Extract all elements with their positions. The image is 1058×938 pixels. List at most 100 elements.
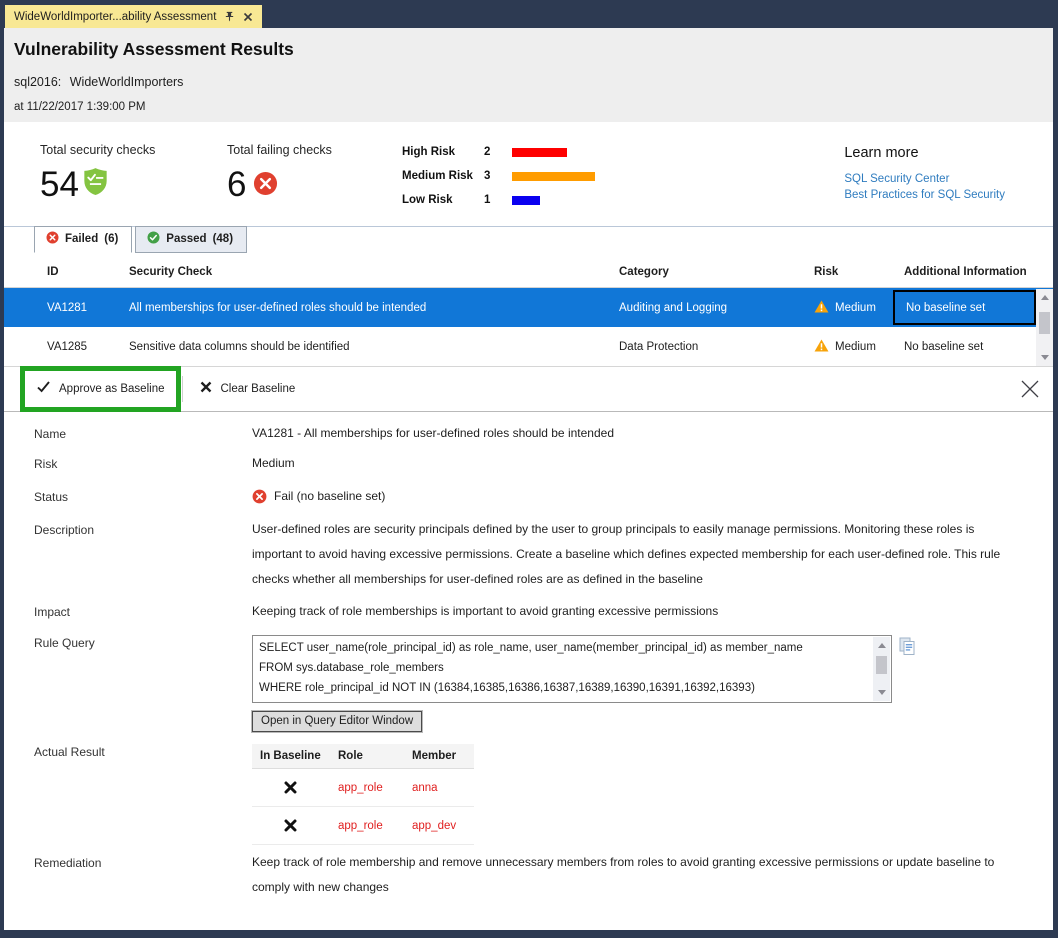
fail-circle-icon [46, 231, 59, 247]
row-info: No baseline set [904, 340, 984, 353]
pass-circle-icon [147, 231, 160, 247]
detail-row-actual-result: Actual Result In Baseline Role Member ap… [34, 744, 1053, 845]
scrollbar-thumb[interactable] [876, 656, 887, 674]
status-value: Fail (no baseline set) [274, 489, 386, 503]
description-label: Description [34, 523, 95, 537]
col-role: Role [338, 750, 363, 762]
high-risk-label: High Risk [402, 146, 456, 158]
table-row-va1281[interactable]: VA1281 All memberships for user-defined … [4, 288, 1053, 327]
tab-passed-label: Passed [166, 233, 207, 245]
tab-passed-count: (48) [212, 233, 234, 245]
scroll-up-arrow-icon[interactable] [873, 637, 890, 654]
row-category: Data Protection [619, 340, 699, 353]
row-check: All memberships for user-defined roles s… [129, 301, 427, 314]
name-label: Name [34, 427, 67, 441]
rule-query-label: Rule Query [34, 636, 95, 650]
row-risk: Medium [835, 301, 876, 314]
grid-scrollbar[interactable] [1036, 289, 1053, 366]
rule-query-box[interactable]: SELECT user_name(role_principal_id) as r… [252, 635, 892, 703]
scroll-down-arrow-icon[interactable] [873, 684, 890, 701]
impact-value: Keeping track of role memberships is imp… [252, 604, 719, 618]
tab-failed[interactable]: Failed (6) [34, 226, 133, 253]
risk-legend: High Risk 2 Medium Risk 3 Low Risk 1 [402, 143, 637, 226]
high-risk-value: 2 [484, 146, 491, 158]
scrollbar-thumb[interactable] [1039, 312, 1050, 334]
scan-timestamp: at 11/22/2017 1:39:00 PM [14, 101, 146, 113]
actual-result-label: Actual Result [34, 745, 105, 759]
not-in-baseline-icon [260, 781, 320, 794]
remediation-label: Remediation [34, 856, 102, 870]
low-risk-bar [512, 195, 540, 205]
query-line: WHERE role_principal_id NOT IN (16384,16… [259, 682, 755, 694]
page-title: Vulnerability Assessment Results [14, 39, 294, 59]
row-info: No baseline set [906, 301, 986, 314]
low-risk-value: 1 [484, 194, 491, 206]
risk-label: Risk [34, 457, 58, 471]
col-risk: Risk [814, 266, 839, 278]
detail-row-status: Status Fail (no baseline set) [34, 489, 1053, 504]
result-role: app_role [338, 781, 383, 794]
details-section: Name VA1281 - All memberships for user-d… [4, 412, 1053, 900]
medium-risk-label: Medium Risk [402, 170, 473, 182]
link-best-practices[interactable]: Best Practices for SQL Security [844, 189, 1005, 201]
description-value: User-defined roles are security principa… [252, 522, 1001, 586]
document-tab-strip: WideWorldImporter...ability Assessment [0, 0, 1058, 28]
detail-row-name: Name VA1281 - All memberships for user-d… [34, 426, 1053, 441]
learn-more-title: Learn more [844, 145, 919, 161]
row-risk: Medium [835, 340, 876, 353]
result-role: app_role [338, 819, 383, 832]
approve-as-baseline-button[interactable]: Approve as Baseline [20, 366, 182, 412]
impact-label: Impact [34, 605, 71, 619]
server-name: sql2016: [14, 75, 62, 89]
failing-checks-value: 6 [227, 165, 247, 204]
total-checks-value: 54 [40, 165, 79, 204]
remediation-value: Keep track of role membership and remove… [252, 855, 995, 894]
result-member: anna [412, 781, 438, 794]
document-tab[interactable]: WideWorldImporter...ability Assessment [5, 5, 263, 28]
window-bottom-edge [0, 930, 1058, 938]
shield-check-icon [82, 165, 109, 205]
status-label: Status [34, 490, 69, 504]
page-header: Vulnerability Assessment Results sql2016… [4, 28, 1053, 122]
row-id: VA1285 [47, 340, 88, 353]
pin-icon[interactable] [224, 11, 235, 22]
name-value: VA1281 - All memberships for user-define… [252, 426, 614, 440]
col-security-check: Security Check [129, 266, 213, 278]
baseline-info-cell[interactable]: No baseline set [893, 290, 1036, 325]
clear-baseline-button[interactable]: Clear Baseline [200, 380, 295, 398]
assessment-pane: Vulnerability Assessment Results sql2016… [4, 28, 1053, 930]
query-scrollbar[interactable] [873, 637, 890, 701]
legend-row-high: High Risk 2 [402, 146, 637, 158]
col-category: Category [619, 266, 669, 278]
scroll-down-arrow-icon[interactable] [1036, 349, 1053, 366]
table-row-va1285[interactable]: VA1285 Sensitive data columns should be … [4, 327, 1053, 366]
summary-section: Total security checks 54 Total failing c… [4, 122, 1053, 226]
clear-baseline-label: Clear Baseline [220, 383, 296, 395]
table-row: app_role anna [252, 769, 474, 807]
detail-row-impact: Impact Keeping track of role memberships… [34, 604, 1053, 619]
open-query-editor-button[interactable]: Open in Query Editor Window [250, 710, 424, 733]
grid-header: ID Security Check Category Risk Addition… [4, 253, 1053, 288]
query-line: FROM sys.database_role_members [259, 662, 444, 674]
fail-circle-icon [253, 165, 278, 205]
total-checks-label: Total security checks [40, 143, 156, 157]
total-checks-metric: Total security checks 54 [40, 143, 227, 226]
tab-failed-label: Failed [65, 233, 99, 245]
detail-row-remediation: Remediation Keep track of role membershi… [34, 855, 1053, 900]
copy-icon[interactable] [899, 637, 916, 659]
scroll-up-arrow-icon[interactable] [1036, 289, 1053, 306]
x-icon [200, 380, 212, 398]
link-sql-security-center[interactable]: SQL Security Center [844, 173, 950, 185]
failing-checks-metric: Total failing checks 6 [227, 143, 414, 226]
findings-grid: ID Security Check Category Risk Addition… [4, 253, 1053, 366]
document-tab-title: WideWorldImporter...ability Assessment [14, 10, 217, 23]
tab-close-icon[interactable] [243, 12, 253, 22]
detail-row-description: Description User-defined roles are secur… [34, 522, 1053, 592]
tab-passed[interactable]: Passed (48) [135, 226, 248, 253]
detail-row-rule-query: Rule Query SELECT user_name(role_princip… [34, 635, 1053, 733]
close-details-button[interactable] [1020, 379, 1040, 399]
legend-row-low: Low Risk 1 [402, 194, 637, 206]
database-name: WideWorldImporters [69, 75, 184, 89]
fail-circle-icon [252, 489, 267, 504]
